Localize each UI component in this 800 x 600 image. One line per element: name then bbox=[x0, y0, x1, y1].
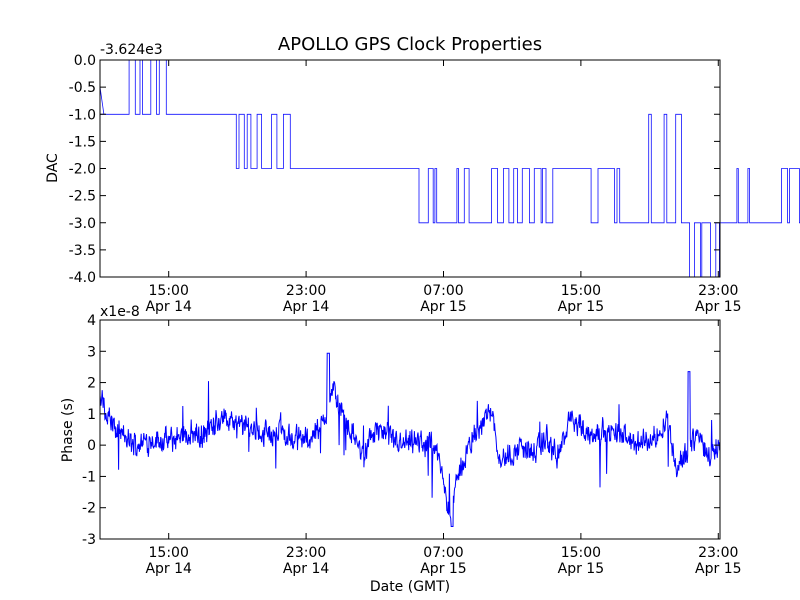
chart-title: APOLLO GPS Clock Properties bbox=[278, 34, 542, 55]
phase-x-axis-label: Date (GMT) bbox=[370, 579, 450, 595]
dac-ytick-label: -1.0 bbox=[69, 107, 96, 123]
dac-y-axis-label: DAC bbox=[45, 153, 61, 183]
phase-series-line bbox=[99, 352, 721, 527]
dac-xtick-date: Apr 15 bbox=[420, 299, 466, 315]
phase-xtick-time: 23:00 bbox=[286, 545, 326, 561]
phase-y-ticks: 4 3 2 1 0 -1 -2 -3 bbox=[82, 313, 720, 548]
dac-ytick-label: -2.0 bbox=[69, 162, 96, 178]
phase-xtick-time: 15:00 bbox=[149, 545, 189, 561]
phase-ytick-label: -1 bbox=[82, 469, 96, 485]
phase-xtick-date: Apr 15 bbox=[558, 561, 604, 577]
dac-xtick-time: 15:00 bbox=[149, 283, 189, 299]
dac-ytick-label: 0.0 bbox=[74, 53, 96, 69]
phase-ytick-label: 3 bbox=[87, 344, 96, 360]
dac-ytick-label: -0.5 bbox=[69, 80, 96, 96]
dac-ytick-label: -2.5 bbox=[69, 189, 96, 205]
phase-xtick-date: Apr 14 bbox=[145, 561, 192, 577]
dac-ytick-label: -3.0 bbox=[69, 216, 96, 232]
dac-xtick-date: Apr 15 bbox=[695, 299, 741, 315]
dac-panel: 0.0 -0.5 -1.0 -1.5 -2.0 -2.5 -3.0 -3.5 -4.0 15:0… bbox=[45, 42, 800, 315]
phase-ytick-label: 0 bbox=[87, 438, 96, 454]
phase-xtick-time: 15:00 bbox=[561, 545, 601, 561]
dac-xtick-time: 23:00 bbox=[698, 283, 738, 299]
phase-xtick-date: Apr 15 bbox=[420, 561, 466, 577]
dac-y-ticks: 0.0 -0.5 -1.0 -1.5 -2.0 -2.5 -3.0 -3.5 -4.0 bbox=[69, 53, 720, 286]
dac-xtick-date: Apr 14 bbox=[145, 299, 192, 315]
phase-offset-label: x1e-8 bbox=[100, 304, 140, 320]
dac-xtick-date: Apr 15 bbox=[558, 299, 604, 315]
phase-xtick-date: Apr 15 bbox=[695, 561, 741, 577]
dac-series bbox=[99, 59, 800, 278]
phase-ytick-label: 4 bbox=[87, 313, 96, 329]
phase-ytick-label: -3 bbox=[82, 532, 96, 548]
phase-ytick-label: -2 bbox=[82, 501, 96, 517]
dac-xtick-date: Apr 14 bbox=[283, 299, 330, 315]
phase-xtick-time: 07:00 bbox=[423, 545, 463, 561]
phase-ytick-label: 1 bbox=[87, 407, 96, 423]
phase-xtick-time: 23:00 bbox=[698, 545, 738, 561]
phase-ytick-label: 2 bbox=[87, 376, 96, 392]
dac-ytick-label: -4.0 bbox=[69, 270, 96, 286]
dac-ytick-label: -3.5 bbox=[69, 243, 96, 259]
phase-axes-frame bbox=[99, 319, 721, 540]
dac-xtick-time: 15:00 bbox=[561, 283, 601, 299]
phase-xtick-date: Apr 14 bbox=[283, 561, 330, 577]
dac-offset-label: -3.624e3 bbox=[100, 42, 163, 58]
dac-xtick-time: 07:00 bbox=[423, 283, 463, 299]
phase-y-axis-label: Phase (s) bbox=[60, 398, 76, 462]
dac-series-line bbox=[99, 59, 800, 278]
phase-plot-area bbox=[100, 320, 720, 539]
dac-xtick-time: 23:00 bbox=[286, 283, 326, 299]
phase-series bbox=[99, 352, 721, 527]
dac-ytick-label: -1.5 bbox=[69, 134, 96, 150]
